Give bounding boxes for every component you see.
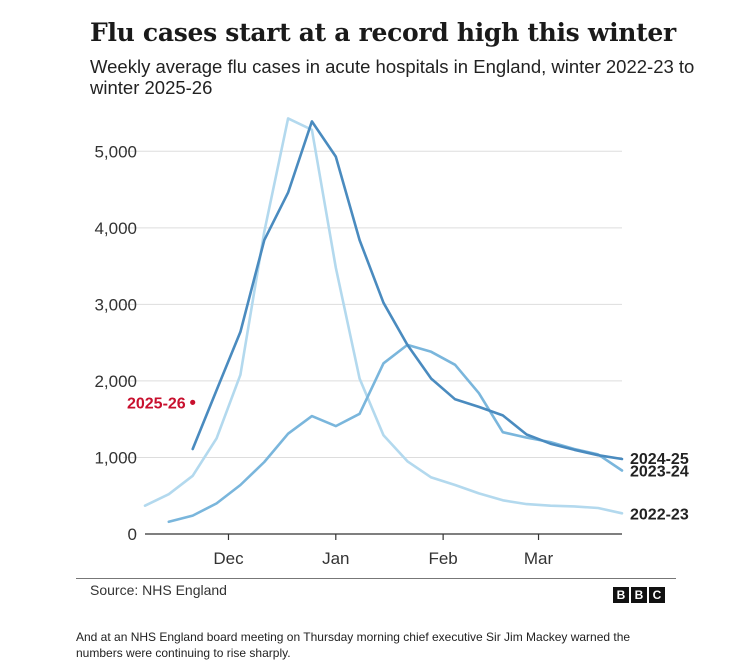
source-divider [76,578,676,579]
y-tick-label: 5,000 [94,142,137,161]
line-chart: 0 1,000 2,000 3,000 4,000 5,000 Dec Jan Feb Mar 20… [94,117,689,568]
x-tick-label: Feb [428,549,457,568]
x-tick-label: Jan [322,549,349,568]
source-note: Source: NHS England [90,582,227,598]
bbc-logo-letter-3: C [649,587,665,603]
x-tick-label: Dec [213,549,244,568]
series-label-2024-25: 2024-25 [630,451,689,468]
series-line-2022-23 [143,117,624,515]
y-tick-label: 2,000 [94,372,137,391]
series-label-2023-24: 2023-24 [630,463,689,480]
y-tick-label: 0 [128,525,137,544]
y-tick-label: 4,000 [94,219,137,238]
chart-subtitle: Weekly average flu cases in acute hospit… [90,56,695,98]
article-caption: And at an NHS England board meeting on T… [76,630,631,660]
bbc-logo-letter-1: B [613,587,629,603]
chart-title: Flu cases start at a record high this wi… [90,18,676,47]
series-label-2025-26: 2025-26 [127,395,186,412]
series-point-2025-26 [190,399,196,405]
series-line-2023-24 [167,343,624,524]
series-label-2022-23: 2022-23 [630,506,689,523]
series-line-2024-25 [191,120,624,461]
bbc-logo-letter-2: B [631,587,647,603]
bbc-logo: B B C [613,587,665,603]
y-tick-label: 3,000 [94,295,137,314]
y-tick-label: 1,000 [94,448,137,467]
x-tick-label: Mar [524,549,554,568]
